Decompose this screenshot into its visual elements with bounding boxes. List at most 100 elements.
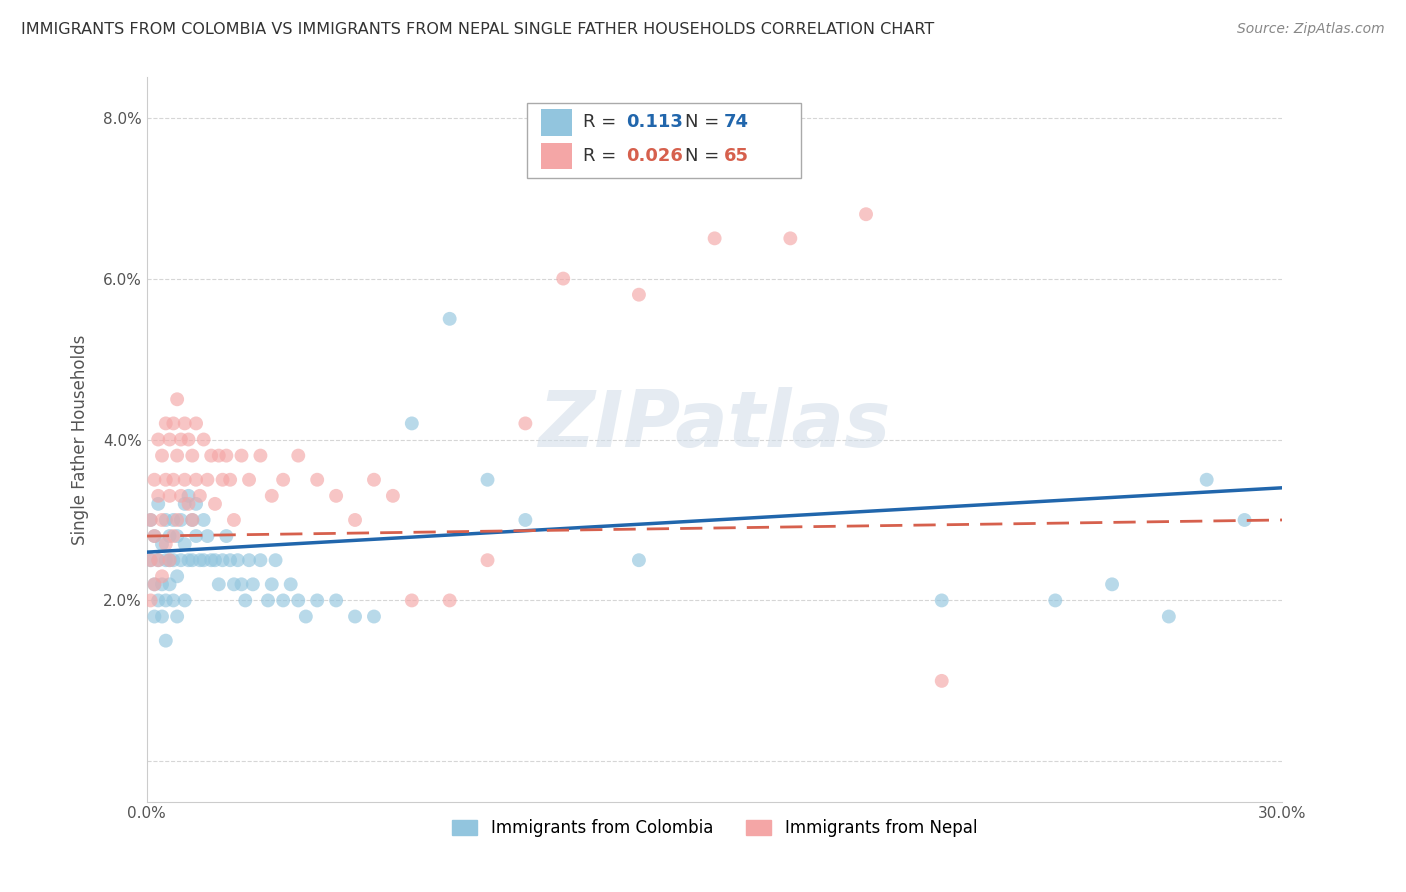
Point	[150, 609, 173, 624]
Point	[188, 489, 211, 503]
Point	[184, 417, 207, 431]
Point	[197, 529, 219, 543]
Point	[208, 449, 231, 463]
Text: N =: N =	[685, 147, 724, 165]
Text: N =: N =	[685, 113, 724, 131]
Point	[139, 553, 162, 567]
Point	[401, 417, 423, 431]
Text: 0.113: 0.113	[626, 113, 682, 131]
Point	[184, 497, 207, 511]
Point	[211, 473, 233, 487]
Point	[855, 207, 877, 221]
Text: 65: 65	[724, 147, 749, 165]
Point	[344, 513, 367, 527]
Point	[260, 577, 283, 591]
Point	[166, 609, 188, 624]
Point	[627, 287, 650, 301]
Point	[148, 553, 170, 567]
Point	[222, 577, 245, 591]
Point	[260, 489, 283, 503]
Point	[193, 513, 215, 527]
Point	[271, 473, 294, 487]
Point	[148, 433, 170, 447]
Point	[143, 529, 166, 543]
Point	[231, 449, 253, 463]
Point	[159, 489, 181, 503]
Point	[208, 577, 231, 591]
Point	[162, 553, 184, 567]
Point	[139, 553, 162, 567]
Point	[215, 449, 238, 463]
Point	[173, 473, 195, 487]
Point	[155, 513, 177, 527]
Point	[515, 513, 537, 527]
Point	[173, 497, 195, 511]
Point	[204, 497, 226, 511]
Point	[238, 553, 260, 567]
Point	[1157, 609, 1180, 624]
Text: IMMIGRANTS FROM COLOMBIA VS IMMIGRANTS FROM NEPAL SINGLE FATHER HOUSEHOLDS CORRE: IMMIGRANTS FROM COLOMBIA VS IMMIGRANTS F…	[21, 22, 935, 37]
Point	[162, 529, 184, 543]
Point	[170, 433, 193, 447]
Point	[159, 529, 181, 543]
Point	[155, 593, 177, 607]
Point	[779, 231, 801, 245]
Point	[401, 593, 423, 607]
Point	[295, 609, 318, 624]
Point	[219, 553, 242, 567]
Point	[139, 513, 162, 527]
Point	[287, 449, 309, 463]
Point	[627, 553, 650, 567]
Point	[215, 529, 238, 543]
Point	[553, 271, 575, 285]
Point	[477, 473, 499, 487]
Point	[363, 609, 385, 624]
Point	[204, 553, 226, 567]
Point	[325, 489, 347, 503]
Point	[148, 593, 170, 607]
Point	[287, 593, 309, 607]
Point	[1045, 593, 1067, 607]
Point	[931, 673, 953, 688]
Point	[231, 577, 253, 591]
Point	[307, 473, 329, 487]
Point	[238, 473, 260, 487]
Point	[166, 529, 188, 543]
Point	[271, 593, 294, 607]
Text: 74: 74	[724, 113, 749, 131]
Point	[159, 577, 181, 591]
Point	[181, 553, 204, 567]
Point	[143, 473, 166, 487]
Point	[150, 537, 173, 551]
Point	[150, 577, 173, 591]
Point	[139, 593, 162, 607]
Point	[439, 311, 461, 326]
Point	[177, 497, 200, 511]
Point	[159, 553, 181, 567]
Point	[150, 513, 173, 527]
Point	[155, 537, 177, 551]
Point	[162, 513, 184, 527]
Point	[439, 593, 461, 607]
Point	[197, 473, 219, 487]
Point	[200, 449, 222, 463]
Point	[143, 529, 166, 543]
Point	[166, 449, 188, 463]
Point	[173, 417, 195, 431]
Point	[155, 553, 177, 567]
Point	[177, 553, 200, 567]
Point	[173, 593, 195, 607]
Point	[211, 553, 233, 567]
Point	[150, 569, 173, 583]
Point	[184, 529, 207, 543]
Point	[159, 433, 181, 447]
Point	[307, 593, 329, 607]
Y-axis label: Single Father Households: Single Father Households	[72, 334, 89, 545]
Point	[931, 593, 953, 607]
Point	[233, 593, 256, 607]
Point	[515, 417, 537, 431]
Point	[155, 417, 177, 431]
Point	[181, 513, 204, 527]
Point	[193, 433, 215, 447]
Point	[162, 473, 184, 487]
